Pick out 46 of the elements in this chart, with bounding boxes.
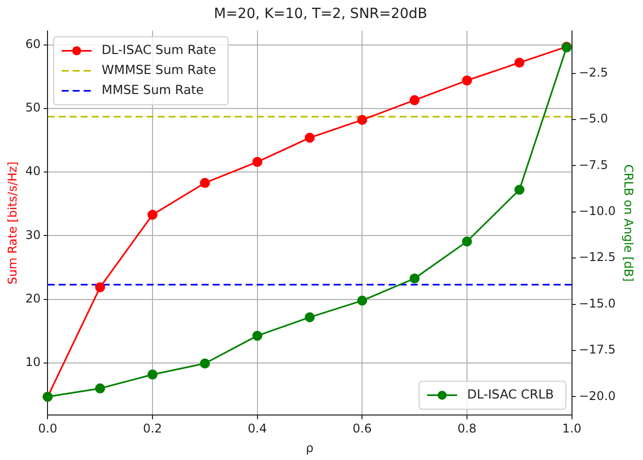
x-tick-label: 0.2 (142, 422, 162, 436)
point (200, 358, 210, 368)
point (252, 330, 262, 341)
y-tick-label: 40 (25, 164, 41, 178)
y-tick-label: 50 (25, 100, 41, 115)
point (462, 236, 472, 246)
point (95, 383, 106, 394)
point (95, 282, 106, 292)
x-tick-label: 1.0 (562, 422, 582, 436)
y2-axis-title: CRLB on Angle [dB] (622, 164, 636, 282)
y2-tick-label: −12.5 (578, 250, 616, 264)
point (148, 210, 158, 220)
y2-tick-label: −20.0 (578, 388, 616, 403)
x-tick-label: 0.8 (457, 422, 477, 436)
y2-tick-label: −7.5 (578, 158, 608, 172)
x-tick-label: 0.0 (38, 422, 58, 436)
point (304, 312, 315, 322)
legend-label: DL-ISAC CRLB (467, 386, 554, 402)
y2-tick-label: −17.5 (578, 342, 616, 357)
point (148, 370, 158, 380)
x-tick-label: 0.4 (248, 422, 267, 436)
point (514, 58, 524, 68)
x-axis-title: ρ (306, 440, 314, 455)
chart-title: M=20, K=10, T=2, SNR=20dB (214, 6, 428, 22)
point (410, 273, 420, 284)
point (357, 296, 368, 306)
y2-tick-label: −15.0 (578, 296, 616, 310)
point (410, 95, 420, 106)
point (200, 178, 210, 188)
point (304, 132, 315, 143)
y-tick-label: 60 (25, 36, 41, 51)
point (357, 114, 368, 125)
legend-label: MMSE Sum Rate (102, 82, 204, 98)
y-tick-label: 20 (25, 291, 41, 306)
y2-tick-label: −10.0 (578, 204, 616, 218)
y-tick-label: 10 (25, 355, 41, 370)
y-axis-title: Sum Rate [bits/s/Hz] (5, 162, 20, 284)
y2-tick-label: −5.0 (578, 112, 608, 126)
point (514, 184, 524, 195)
point (252, 156, 262, 167)
legend-label: WMMSE Sum Rate (102, 62, 216, 78)
legend-label: DL-ISAC Sum Rate (102, 42, 216, 58)
y-tick-label: 30 (25, 228, 41, 242)
x-tick-label: 0.6 (352, 422, 372, 436)
point (462, 75, 472, 86)
y2-tick-label: −2.5 (578, 65, 608, 80)
